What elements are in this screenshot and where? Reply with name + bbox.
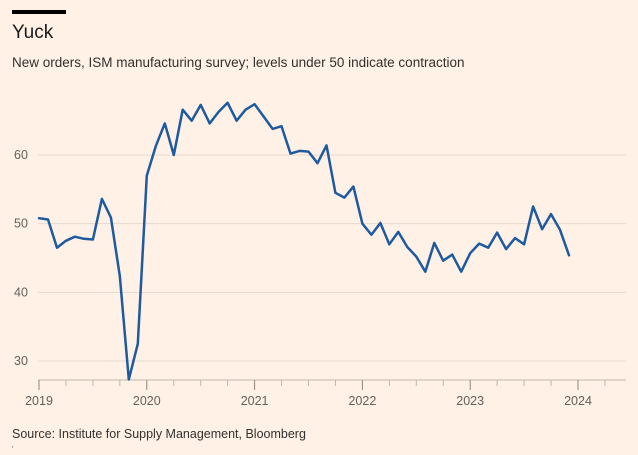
y-tick-label: 40 [14,285,28,299]
x-tick-label: 2021 [241,394,269,408]
x-axis: 2019 2020 2021 2022 2023 2024 [25,379,626,408]
gridlines [38,154,626,362]
series-layer [37,101,571,381]
x-tick-label: 2024 [564,394,592,408]
chart-title: Yuck [12,22,54,43]
y-axis-labels: 30 40 50 60 [14,148,28,368]
x-tick-label: 2022 [348,394,376,408]
series-line-new-orders [37,101,571,381]
ft-accent-bar [12,10,66,14]
x-tick-label: 2023 [456,394,484,408]
y-tick-label: 60 [14,148,28,162]
source-note: Source: Institute for Supply Management,… [12,427,306,441]
x-tick-label: 2020 [133,394,161,408]
y-tick-label: 30 [14,354,28,368]
y-tick-label: 50 [14,217,28,231]
footer-mark: ' [12,445,14,454]
chart-subtitle: New orders, ISM manufacturing survey; le… [12,55,465,70]
x-tick-label: 2019 [25,394,53,408]
